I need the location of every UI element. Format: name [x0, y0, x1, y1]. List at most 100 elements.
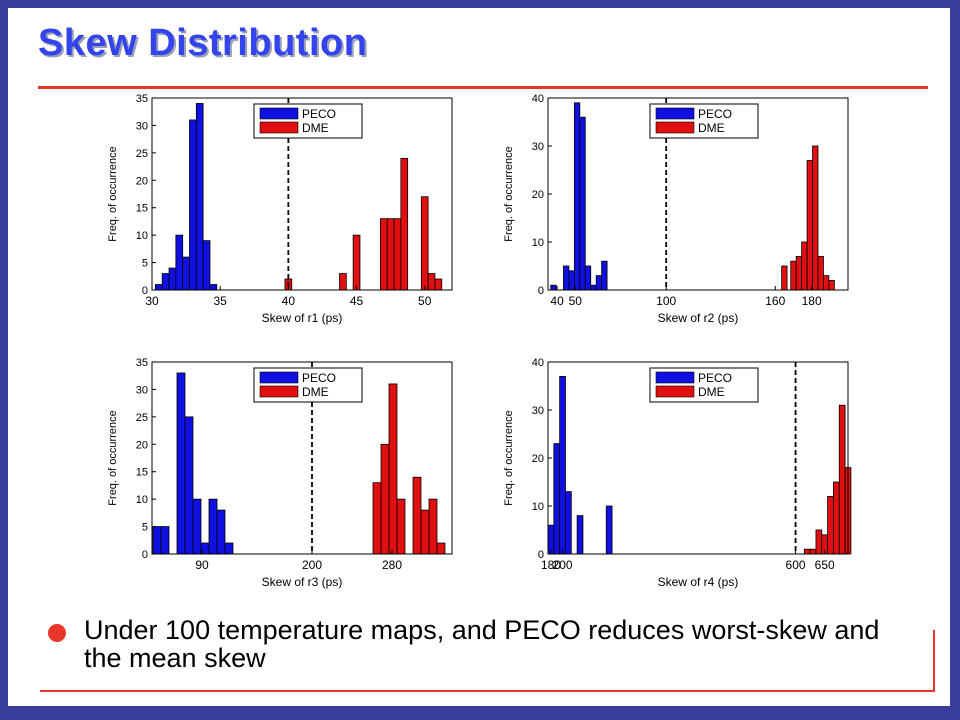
peco-bar [155, 284, 163, 291]
dme-bar [833, 481, 840, 555]
x-tick-label: 180 [541, 558, 561, 572]
y-tick-label: 0 [538, 285, 544, 297]
peco-bar [160, 526, 170, 555]
dme-bar [412, 476, 422, 555]
legend-label-dme: DME [698, 385, 725, 399]
plot-frame [151, 97, 453, 291]
dme-bar [806, 160, 813, 291]
y-tick-label: 30 [136, 120, 148, 132]
dme-bar [396, 498, 406, 555]
legend-swatch-peco [259, 107, 299, 120]
x-axis-label: Skew of r1 (ps) [262, 311, 343, 325]
dme-bar [781, 265, 788, 291]
y-tick-label: 10 [532, 501, 544, 513]
dme-bar [420, 509, 430, 555]
peco-bar [189, 119, 197, 291]
x-tick-label: 180 [802, 294, 822, 308]
chart-svg: 0 10 20 30 40 40 50 100 160 180 Skew of r2 (ps) Fre… [503, 93, 849, 325]
peco-bar [216, 509, 226, 555]
dme-bar [428, 498, 438, 555]
y-tick-label: 20 [136, 175, 148, 187]
plot-frame [151, 361, 453, 555]
legend-swatch-dme [655, 121, 695, 134]
y-axis-label: Freq. of occurrence [107, 146, 119, 241]
y-tick-label: 10 [136, 230, 148, 242]
dme-bar [838, 404, 846, 555]
y-tick-label: 30 [532, 141, 544, 153]
x-tick-label: 100 [656, 294, 676, 308]
y-tick-label: 5 [142, 258, 148, 270]
peco-bar [208, 498, 218, 555]
legend-label-dme: DME [302, 385, 329, 399]
x-tick-label: 35 [214, 294, 228, 308]
peco-bar [576, 515, 584, 555]
peco-bar [184, 416, 194, 555]
y-tick-label: 25 [136, 412, 148, 424]
y-axis-label: Freq. of occurrence [107, 410, 119, 505]
x-tick-label: 600 [786, 558, 806, 572]
x-axis-label: Skew of r3 (ps) [262, 575, 343, 589]
y-tick-label: 20 [532, 453, 544, 465]
slide-frame-top [0, 0, 960, 8]
dme-bar [823, 275, 830, 291]
legend-label-peco: PECO [698, 107, 732, 121]
dme-bar [420, 196, 429, 291]
peco-bar [590, 284, 597, 291]
peco-bar [584, 265, 592, 291]
x-tick-label: 200 [553, 558, 573, 572]
dme-bar [352, 234, 361, 291]
y-tick-label: 30 [136, 384, 148, 396]
y-tick-label: 30 [532, 405, 544, 417]
legend-label-dme: DME [302, 121, 329, 135]
peco-bar [559, 375, 566, 555]
dme-bar [801, 241, 808, 291]
legend-label-peco: PECO [698, 371, 732, 385]
y-tick-label: 20 [532, 189, 544, 201]
legend-label-dme: DME [698, 121, 725, 135]
legend-swatch-dme [259, 121, 299, 134]
peco-bar [202, 240, 211, 291]
slide-frame-left [0, 0, 8, 720]
peco-bar [568, 270, 575, 291]
y-tick-label: 40 [532, 357, 544, 369]
dme-bar [372, 482, 382, 555]
histogram-r3: 0 5 10 15 20 25 30 35 90 200 280 Skew of r3 (ps) Fre… [100, 356, 460, 596]
y-tick-label: 0 [142, 549, 148, 561]
peco-bar [553, 443, 561, 555]
dme-bar [803, 548, 811, 555]
dme-bar [817, 255, 824, 291]
y-tick-label: 5 [142, 522, 148, 534]
x-tick-label: 40 [282, 294, 296, 308]
y-tick-label: 10 [532, 237, 544, 249]
y-tick-label: 40 [532, 93, 544, 105]
dme-bar [827, 495, 834, 555]
peco-bar [192, 498, 202, 555]
slide-frame-bottom [0, 706, 960, 720]
peco-bar [573, 102, 581, 291]
slide-title: Skew Distribution [38, 22, 368, 64]
peco-bar [601, 260, 608, 291]
peco-bar [175, 234, 184, 291]
x-tick-label: 45 [350, 294, 364, 308]
peco-bar [168, 267, 177, 291]
dme-bar [339, 273, 347, 291]
bullet-dot [48, 624, 66, 642]
chart-svg: 0 5 10 15 20 25 30 35 30 35 40 45 50 Skew of r1 (ps) F… [107, 93, 453, 325]
x-tick-label: 40 [550, 294, 564, 308]
y-tick-label: 0 [538, 549, 544, 561]
peco-bar [565, 491, 572, 555]
y-tick-label: 35 [136, 93, 148, 105]
peco-bar [152, 526, 162, 555]
footer-rule-right [933, 630, 935, 692]
footer-rule [40, 690, 935, 692]
legend-label-peco: PECO [302, 371, 336, 385]
histogram-r1: 0 5 10 15 20 25 30 35 30 35 40 45 50 Skew of r1 (ps) F… [100, 92, 460, 332]
legend-swatch-peco [655, 107, 695, 120]
histogram-r2: 0 10 20 30 40 40 50 100 160 180 Skew of r2 (ps) Fre… [496, 92, 856, 332]
x-axis-label: Skew of r2 (ps) [658, 311, 739, 325]
peco-bar [579, 116, 586, 291]
peco-bar [161, 273, 170, 291]
peco-bar [209, 284, 218, 291]
peco-bar [547, 524, 555, 555]
